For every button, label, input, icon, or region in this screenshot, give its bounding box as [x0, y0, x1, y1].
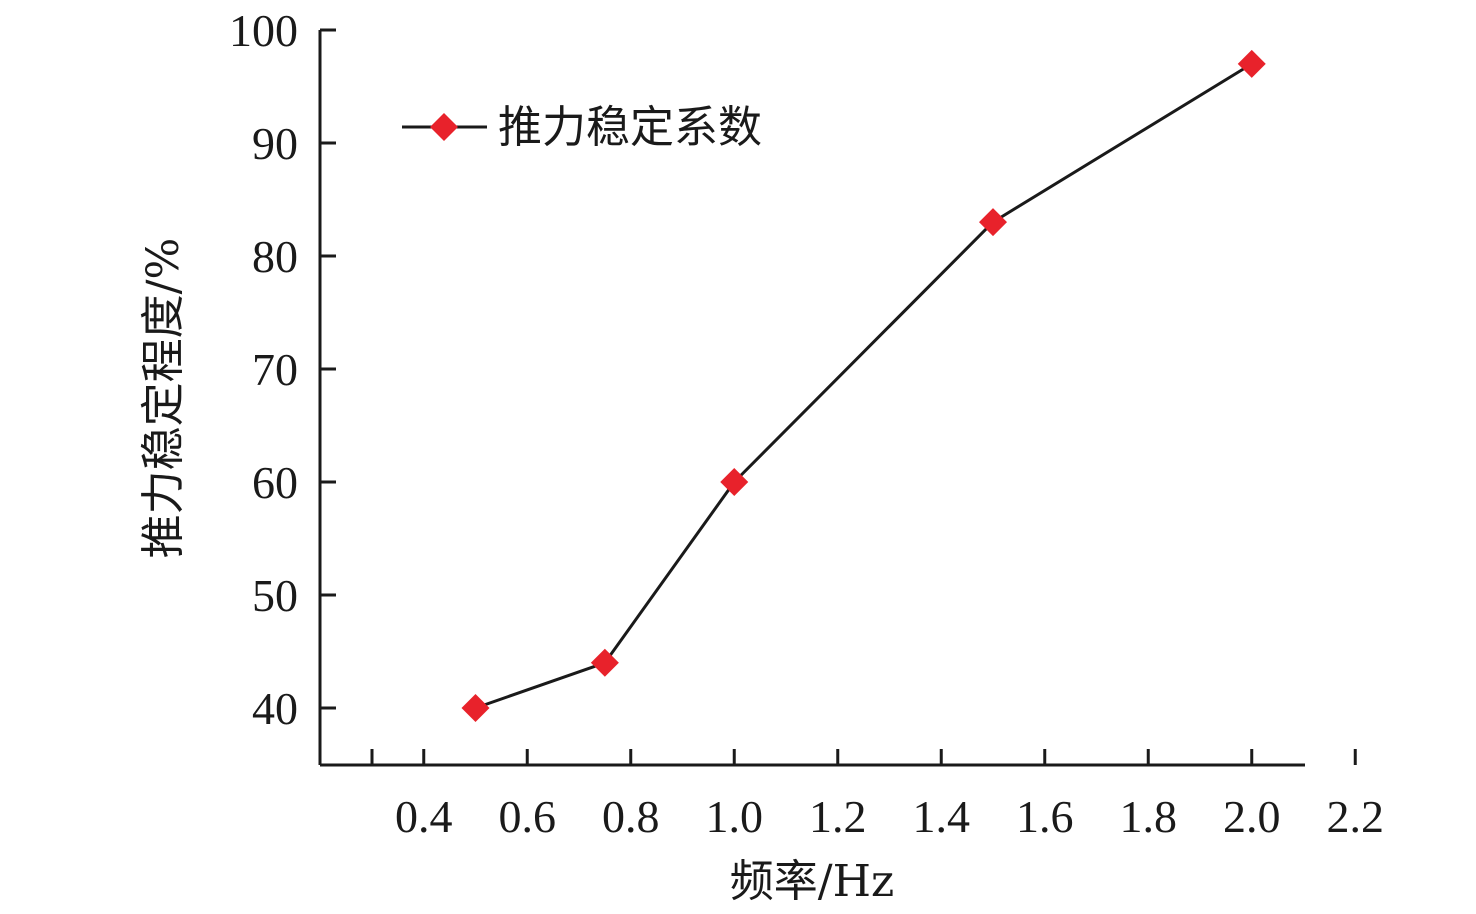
data-point-marker	[720, 468, 749, 496]
x-tick-label: 0.8	[602, 791, 660, 842]
y-tick-label: 80	[252, 231, 298, 282]
y-axis-ticks: 40 50 60 70 80 90 100	[229, 5, 336, 734]
data-point-marker	[979, 208, 1007, 237]
y-tick-label: 100	[229, 5, 298, 56]
legend: 推力稳定系数	[402, 102, 762, 153]
data-point-marker	[1237, 49, 1266, 78]
series-line	[475, 62, 1253, 710]
x-tick-label: 0.6	[499, 791, 557, 842]
y-tick-label: 90	[252, 118, 298, 169]
data-point-marker	[461, 694, 490, 722]
x-tick-label: 0.4	[395, 791, 453, 842]
x-tick-label: 1.4	[913, 791, 971, 842]
x-tick-label: 1.0	[706, 791, 764, 842]
data-point-marker	[590, 648, 619, 677]
series-layer	[461, 49, 1266, 722]
y-tick-label: 60	[252, 457, 298, 508]
axes	[318, 30, 1305, 767]
x-axis-ticks: 0.4 0.6 0.8 1.0 1.2 1.4 1.6 1.8 2.0 2.2	[370, 749, 1385, 842]
y-tick-label: 40	[252, 683, 298, 734]
x-axis-title: 频率/Hz	[730, 856, 894, 907]
legend-diamond-marker	[430, 113, 458, 141]
x-tick-label: 1.6	[1016, 791, 1074, 842]
x-tick-label: 1.8	[1120, 791, 1178, 842]
y-tick-label: 50	[252, 570, 298, 621]
y-tick-label: 70	[252, 344, 298, 395]
legend-label: 推力稳定系数	[498, 102, 762, 153]
x-tick-label: 1.2	[809, 791, 867, 842]
x-tick-label: 2.2	[1327, 791, 1385, 842]
y-axis-title: 推力稳定程度/%	[138, 238, 189, 559]
x-tick-label: 2.0	[1223, 791, 1281, 842]
